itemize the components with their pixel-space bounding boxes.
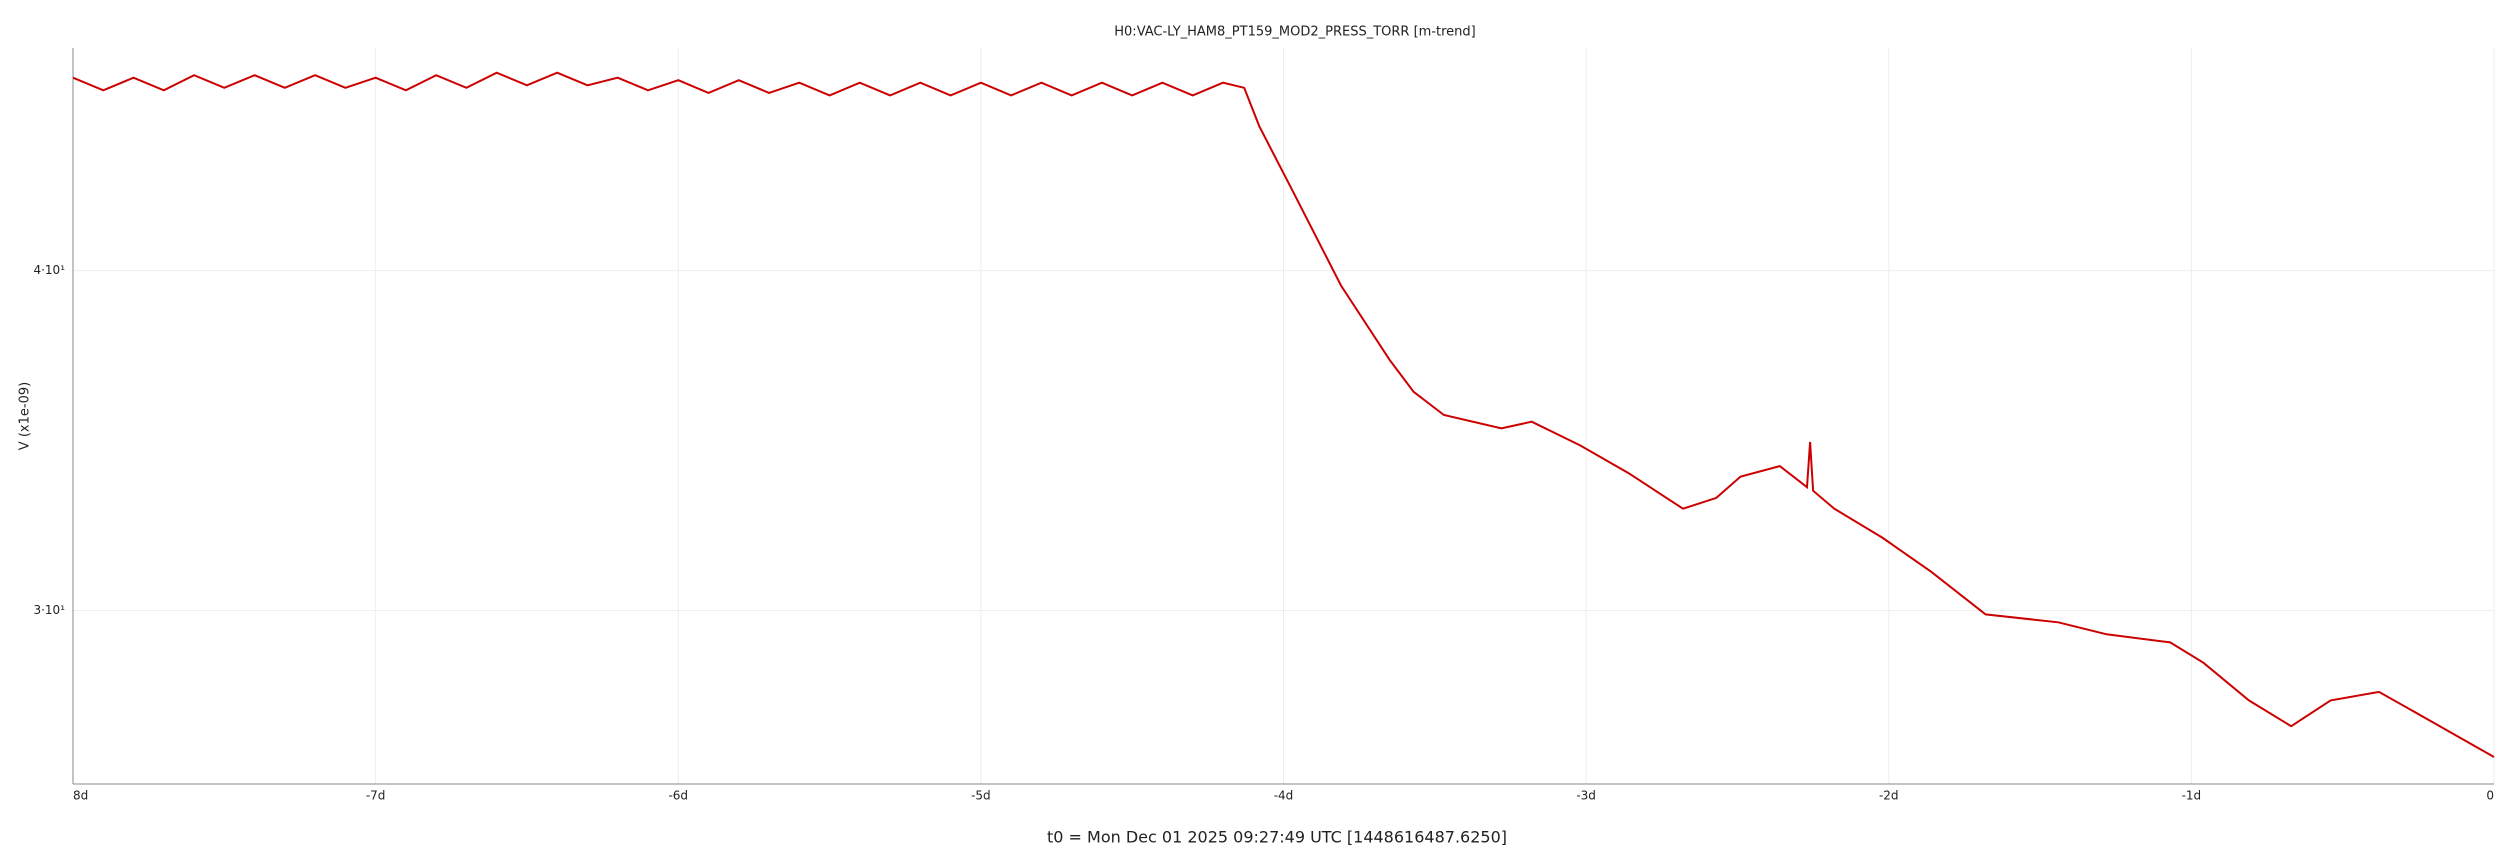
x-tick-label: -7d — [366, 789, 386, 803]
x-tick-label: -5d — [971, 789, 991, 803]
x-axis-label: t0 = Mon Dec 01 2025 09:27:49 UTC [14486… — [1047, 828, 1507, 847]
x-tick-label: 0 — [2486, 789, 2494, 803]
y-tick-label: 4·10¹ — [33, 263, 65, 277]
y-tick-label: 3·10¹ — [33, 603, 65, 617]
x-tick-label: -2d — [1879, 789, 1899, 803]
y-axis-label: V (x1e-09) — [18, 382, 33, 450]
x-tick-label: -1d — [2182, 789, 2202, 803]
data-line — [72, 71, 2495, 758]
x-tick-label: 8d — [73, 789, 88, 803]
x-tick-label: -6d — [668, 789, 688, 803]
x-tick-label: -3d — [1576, 789, 1596, 803]
chart-title: H0:VAC-LY_HAM8_PT159_MOD2_PRESS_TORR [m-… — [1114, 25, 1475, 40]
x-tick-label: -4d — [1274, 789, 1294, 803]
